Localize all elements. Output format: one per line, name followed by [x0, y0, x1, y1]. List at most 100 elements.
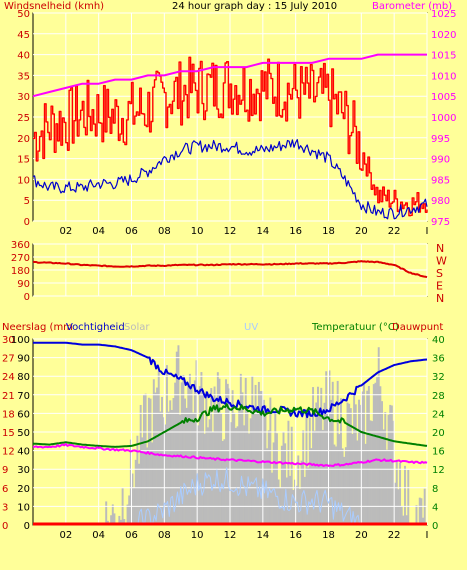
x-tick-label: 04	[92, 226, 105, 237]
y-tick-label-left: 0	[24, 292, 30, 303]
x-tick-label: 20	[355, 226, 368, 237]
y-tick-label-temperature: 32	[432, 372, 445, 383]
y-tick-label-humidity: 0	[24, 521, 30, 532]
y-tick-label-right: 990	[431, 155, 450, 166]
y-tick-label-right: 1000	[431, 113, 456, 124]
x-tick-label: 18	[322, 530, 335, 541]
y-tick-label-temperature: 36	[432, 354, 445, 365]
y-tick-label-rain: 12	[2, 447, 15, 458]
y-tick-label-humidity: 80	[17, 372, 30, 383]
direction-letter: E	[436, 280, 443, 293]
direction-letter: S	[436, 267, 443, 280]
y-tick-label-right: 1005	[431, 92, 456, 103]
y-tick-label-rain: 27	[2, 354, 15, 365]
x-tick-label: 06	[125, 530, 138, 541]
x-tick-label: 10	[191, 530, 204, 541]
y-tick-label-right: 1020	[431, 30, 456, 41]
y-tick-label-left: 30	[17, 92, 30, 103]
y-tick-label-rain: 3	[2, 502, 8, 513]
direction-letter: N	[436, 242, 444, 255]
y-tick-label-rain: 9	[2, 465, 8, 476]
temperature-axis-label: Temperatuur (°C)	[311, 322, 399, 333]
y-tick-label-temperature: 4	[432, 502, 438, 513]
humidity-axis-label: Vochtigheid	[66, 322, 125, 333]
x-tick-label: 14	[256, 530, 269, 541]
y-tick-label-rain: 6	[2, 484, 8, 495]
y-tick-label-rain: 18	[2, 409, 15, 420]
y-tick-label-left: 360	[11, 240, 30, 251]
y-tick-label-right: 980	[431, 196, 450, 207]
direction-letter: W	[436, 255, 447, 268]
x-tick-label: 02	[59, 530, 72, 541]
wind-speed-axis-label: Windsnelheid (kmh)	[4, 1, 104, 12]
x-tick-label: 18	[322, 226, 335, 237]
x-tick-label: 12	[224, 226, 237, 237]
y-tick-label-left: 20	[17, 134, 30, 145]
x-tick-label: I	[426, 530, 429, 541]
y-tick-label-humidity: 50	[17, 428, 30, 439]
y-tick-label-left: 35	[17, 71, 30, 82]
y-tick-label-temperature: 0	[432, 521, 438, 532]
y-tick-label-temperature: 12	[432, 465, 445, 476]
solar-bar	[407, 470, 409, 525]
y-tick-label-left: 90	[17, 279, 30, 290]
y-tick-label-right: 1010	[431, 71, 456, 82]
y-tick-label-humidity: 70	[17, 391, 30, 402]
y-tick-label-temperature: 28	[432, 391, 445, 402]
y-tick-label-right: 995	[431, 134, 450, 145]
y-tick-label-rain: 24	[2, 372, 15, 383]
y-tick-label-left: 40	[17, 51, 30, 62]
uv-axis-label: UV	[244, 322, 258, 333]
y-tick-label-rain: 21	[2, 391, 15, 402]
chart-title: 24 hour graph day : 15 July 2010	[172, 1, 337, 12]
y-tick-label-temperature: 16	[432, 447, 445, 458]
dewpoint-axis-label: Dauwpunt	[392, 322, 443, 333]
x-tick-label: 04	[92, 530, 105, 541]
y-tick-label-humidity: 20	[17, 484, 30, 495]
solar-axis-label: Solar	[124, 322, 150, 333]
y-tick-label-left: 45	[17, 30, 30, 41]
y-tick-label-right: 1015	[431, 51, 456, 62]
y-tick-label-temperature: 20	[432, 428, 445, 439]
direction-letter: N	[436, 292, 444, 305]
x-tick-label: I	[426, 226, 429, 237]
y-tick-label-left: 270	[11, 253, 30, 264]
x-tick-label: 08	[158, 226, 171, 237]
y-tick-label-left: 15	[17, 155, 30, 166]
y-tick-label-left: 5	[24, 196, 30, 207]
x-tick-label: 14	[256, 226, 269, 237]
y-tick-label-left: 10	[17, 175, 30, 186]
y-tick-label-temperature: 40	[432, 335, 445, 346]
solar-bar	[416, 505, 418, 525]
x-tick-label: 22	[388, 226, 401, 237]
x-tick-label: 12	[224, 530, 237, 541]
x-tick-label: 02	[59, 226, 72, 237]
x-tick-label: 06	[125, 226, 138, 237]
y-tick-label-humidity: 30	[17, 465, 30, 476]
y-tick-label-humidity: 90	[17, 354, 30, 365]
y-tick-label-left: 180	[11, 266, 30, 277]
x-tick-label: 16	[289, 530, 302, 541]
y-tick-label-humidity: 10	[17, 502, 30, 513]
rain-axis-label: Neerslag (mm	[2, 322, 73, 333]
y-tick-label-rain: 0	[2, 521, 8, 532]
x-tick-label: 22	[388, 530, 401, 541]
y-tick-label-left: 0	[24, 217, 30, 228]
y-tick-label-right: 975	[431, 217, 450, 228]
x-tick-label: 10	[191, 226, 204, 237]
x-tick-label: 20	[355, 530, 368, 541]
y-tick-label-right: 985	[431, 175, 450, 186]
y-tick-label-humidity: 40	[17, 447, 30, 458]
x-tick-label: 08	[158, 530, 171, 541]
y-tick-label-temperature: 24	[432, 409, 445, 420]
y-tick-label-humidity: 100	[11, 335, 30, 346]
x-tick-label: 16	[289, 226, 302, 237]
y-tick-label-left: 25	[17, 113, 30, 124]
barometer-axis-label: Barometer (mb)	[372, 1, 452, 12]
y-tick-label-rain: 15	[2, 428, 15, 439]
